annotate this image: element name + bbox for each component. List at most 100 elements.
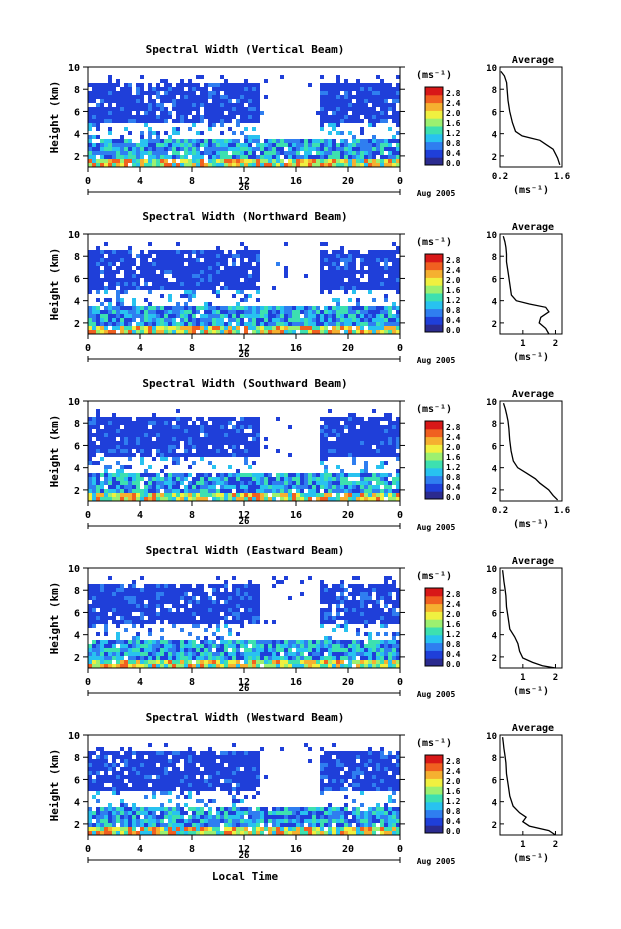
- heatmap-cell: [224, 143, 228, 147]
- heatmap-cell: [108, 75, 112, 79]
- heatmap-cell: [112, 143, 116, 147]
- heatmap-cell: [236, 103, 240, 107]
- heatmap-cell: [100, 115, 104, 119]
- heatmap-cell: [108, 433, 112, 437]
- heatmap-cell: [100, 441, 104, 445]
- heatmap-cell: [196, 286, 200, 290]
- heatmap-cell: [324, 608, 328, 612]
- heatmap-cell: [88, 449, 92, 453]
- heatmap-cell: [320, 262, 324, 266]
- heatmap-cell: [184, 95, 188, 99]
- heatmap-cell: [336, 75, 340, 79]
- heatmap-cell: [208, 437, 212, 441]
- heatmap-cell: [332, 143, 336, 147]
- heatmap-cell: [88, 326, 92, 330]
- heatmap-cell: [192, 433, 196, 437]
- heatmap-cell: [280, 139, 284, 143]
- heatmap-cell: [176, 266, 180, 270]
- heatmap-cell: [392, 481, 396, 485]
- heatmap-cell: [216, 612, 220, 616]
- heatmap-cell: [140, 131, 144, 135]
- heatmap-cell: [96, 477, 100, 481]
- heatmap-cell: [248, 159, 252, 163]
- heatmap-cell: [264, 644, 268, 648]
- heatmap-cell: [332, 254, 336, 258]
- heatmap-cell: [388, 270, 392, 274]
- heatmap-cell: [344, 473, 348, 477]
- heatmap-cell: [188, 91, 192, 95]
- heatmap-cell: [396, 278, 400, 282]
- heatmap-cell: [388, 652, 392, 656]
- heatmap-cell: [120, 314, 124, 318]
- heatmap-cell: [136, 664, 140, 668]
- heatmap-cell: [140, 600, 144, 604]
- heatmap-cell: [116, 258, 120, 262]
- heatmap-cell: [148, 270, 152, 274]
- heatmap-cell: [252, 83, 256, 87]
- heatmap-cell: [224, 330, 228, 334]
- heatmap-cell: [104, 159, 108, 163]
- heatmap-cell: [348, 604, 352, 608]
- heatmap-cell: [88, 139, 92, 143]
- heatmap-cell: [324, 588, 328, 592]
- heatmap-cell: [236, 270, 240, 274]
- heatmap-cell: [160, 159, 164, 163]
- heatmap-cell: [360, 604, 364, 608]
- heatmap-cell: [264, 306, 268, 310]
- heatmap-cell: [228, 489, 232, 493]
- heatmap-cell: [228, 318, 232, 322]
- heatmap-cell: [336, 441, 340, 445]
- heatmap-cell: [220, 326, 224, 330]
- heatmap-cell: [272, 620, 276, 624]
- heatmap-cell: [360, 87, 364, 91]
- heatmap-cell: [88, 314, 92, 318]
- heatmap-cell: [336, 644, 340, 648]
- heatmap-cell: [368, 306, 372, 310]
- heatmap-cell: [380, 143, 384, 147]
- heatmap-cell: [272, 286, 276, 290]
- heatmap-cell: [140, 326, 144, 330]
- heatmap-cell: [248, 664, 252, 668]
- heatmap-cell: [396, 330, 400, 334]
- heatmap-cell: [168, 620, 172, 624]
- heatmap-cell: [168, 143, 172, 147]
- heatmap-cell: [256, 421, 260, 425]
- heatmap-cell: [280, 322, 284, 326]
- heatmap-cell: [132, 298, 136, 302]
- heatmap-cell: [336, 648, 340, 652]
- heatmap-cell: [96, 656, 100, 660]
- heatmap-cell: [164, 147, 168, 151]
- average-x-tick-label: 1: [520, 339, 525, 349]
- heatmap-cell: [156, 489, 160, 493]
- heatmap-cell: [124, 640, 128, 644]
- heatmap-cell: [100, 445, 104, 449]
- heatmap-cell: [296, 485, 300, 489]
- heatmap-cell: [140, 103, 144, 107]
- heatmap-cell: [168, 270, 172, 274]
- heatmap-cell: [276, 449, 280, 453]
- heatmap-cell: [148, 465, 152, 469]
- heatmap-cell: [264, 497, 268, 501]
- heatmap-cell: [88, 417, 92, 421]
- heatmap-cell: [104, 588, 108, 592]
- heatmap-cell: [340, 151, 344, 155]
- heatmap-cell: [228, 437, 232, 441]
- heatmap-cell: [144, 640, 148, 644]
- heatmap-cell: [364, 99, 368, 103]
- heatmap-cell: [372, 95, 376, 99]
- heatmap-cell: [100, 95, 104, 99]
- heatmap-cell: [348, 286, 352, 290]
- heatmap-cell: [88, 429, 92, 433]
- heatmap-cell: [296, 477, 300, 481]
- heatmap-cell: [200, 604, 204, 608]
- heatmap-cell: [144, 596, 148, 600]
- heatmap-cell: [364, 83, 368, 87]
- heatmap-cell: [360, 429, 364, 433]
- heatmap-cell: [352, 604, 356, 608]
- heatmap-cell: [264, 664, 268, 668]
- heatmap-cell: [308, 155, 312, 159]
- heatmap-cell: [236, 429, 240, 433]
- heatmap-cell: [100, 437, 104, 441]
- heatmap-cell: [160, 258, 164, 262]
- heatmap-cell: [120, 604, 124, 608]
